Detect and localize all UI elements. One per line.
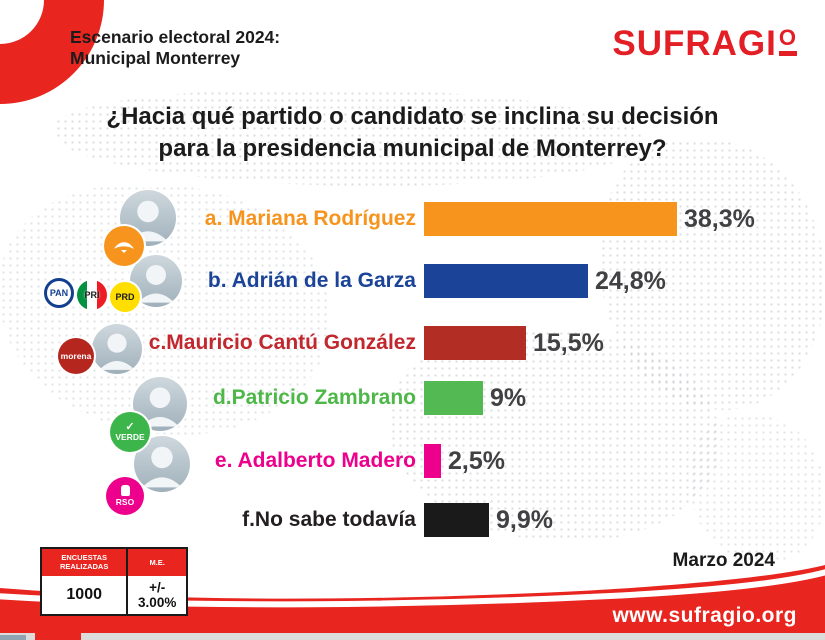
value-label-adrian-de-la-garza: 24,8% xyxy=(595,267,666,295)
movimiento-ciudadano-party-badge xyxy=(104,226,144,266)
fist-icon xyxy=(120,485,130,497)
verde-toucan-icon: ✓ xyxy=(125,421,135,434)
label-no-sabe-todavia: f.No sabe todavía xyxy=(242,508,416,531)
candidate-label-mariana-rodriguez: a. Mariana Rodríguez xyxy=(204,207,416,230)
value-label-adalberto-madero: 2,5% xyxy=(448,447,505,475)
candidate-label-adalberto-madero: e. Adalberto Madero xyxy=(214,449,416,472)
candidate-photo-mauricio-cantu xyxy=(92,324,142,374)
logo-ordinal-o: O xyxy=(778,27,797,56)
morena-label: morena xyxy=(60,350,92,361)
tagline-line1: Escenario electoral 2024: xyxy=(70,27,281,47)
table-value-row: 1000 +/- 3.00% xyxy=(42,575,186,614)
verde-label: VERDE xyxy=(115,432,145,443)
value-label-mariana-rodriguez: 38,3% xyxy=(684,205,755,233)
website-url-link[interactable]: www.sufragio.org xyxy=(612,604,797,627)
candidate-label-patricio-zambrano: d.Patricio Zambrano xyxy=(212,386,416,409)
encuestas-value: 1000 xyxy=(42,575,129,614)
prd-party-badge: PRD xyxy=(110,282,140,312)
bar-patricio-zambrano xyxy=(424,381,483,415)
logo-text: SUFRAGI xyxy=(612,24,777,63)
pri-label: PRI xyxy=(84,289,100,300)
candidate-label-adrian-de-la-garza: b. Adrián de la Garza xyxy=(207,269,416,292)
mc-eagle-icon xyxy=(114,242,134,253)
bar-adrian-de-la-garza xyxy=(424,264,588,298)
verde-party-badge: ✓ VERDE xyxy=(110,412,150,452)
pan-label: PAN xyxy=(49,287,69,298)
morena-party-badge: morena xyxy=(58,338,94,374)
sufragio-logo: SUFRAGI O xyxy=(612,26,797,61)
map-dots-decoration xyxy=(690,415,825,565)
page-title: ¿Hacia qué partido o candidato se inclin… xyxy=(0,101,825,165)
corner-arc-decoration xyxy=(0,0,104,104)
question-line2: para la presidencia municipal de Monterr… xyxy=(158,134,667,162)
header-encuestas-realizadas: ENCUESTAS REALIZADAS xyxy=(42,549,129,576)
header-me: M.E. xyxy=(149,557,165,567)
prd-label: PRD xyxy=(115,291,135,302)
pan-party-badge: PAN xyxy=(44,278,74,308)
table-header-row: ENCUESTAS REALIZADAS M.E. xyxy=(42,549,186,576)
pri-party-badge: PRI xyxy=(77,280,107,310)
margin-error-value: +/- 3.00% xyxy=(138,579,177,610)
value-label-no-sabe-todavia: 9,9% xyxy=(496,506,553,534)
question-line1: ¿Hacia qué partido o candidato se inclin… xyxy=(106,103,719,130)
candidate-label-mauricio-cantu: c.Mauricio Cantú González xyxy=(148,331,416,354)
bar-no-sabe-todavia xyxy=(424,503,489,537)
rso-label: RSO xyxy=(115,497,135,508)
date-label: Marzo 2024 xyxy=(672,550,775,571)
footer-strip xyxy=(0,633,825,640)
map-dots-decoration xyxy=(55,90,645,186)
value-label-mauricio-cantu: 15,5% xyxy=(533,329,604,357)
bar-mariana-rodriguez xyxy=(424,202,677,236)
sample-size-table: ENCUESTAS REALIZADAS M.E. 1000 +/- 3.00% xyxy=(40,547,188,616)
tagline-line2: Municipal Monterrey xyxy=(70,47,241,68)
rso-party-badge: RSO xyxy=(106,477,144,515)
bar-adalberto-madero xyxy=(424,444,441,478)
report-tagline: Escenario electoral 2024: Municipal Mont… xyxy=(70,27,280,68)
value-label-patricio-zambrano: 9% xyxy=(490,384,527,412)
bar-mauricio-cantu xyxy=(424,326,526,360)
